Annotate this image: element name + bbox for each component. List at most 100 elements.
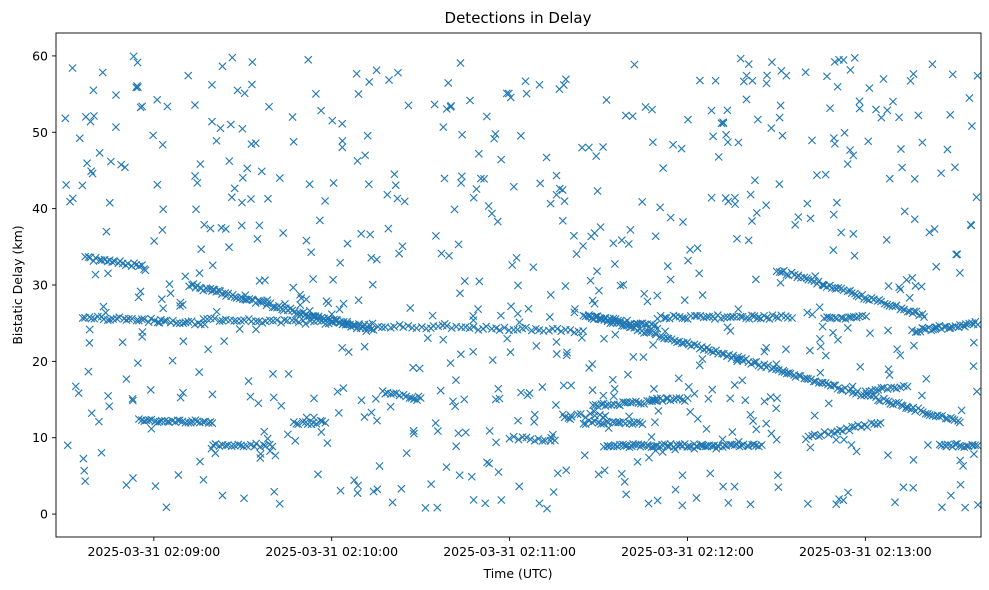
detection-marker [762, 79, 771, 88]
detection-marker [522, 433, 531, 442]
detection-marker [93, 312, 102, 321]
detection-marker [734, 305, 743, 314]
detection-marker [708, 385, 717, 394]
detection-marker [566, 325, 575, 334]
detection-marker [930, 324, 939, 333]
detection-marker [552, 171, 561, 180]
detection-marker [890, 383, 899, 392]
detection-marker [440, 174, 449, 183]
detection-marker [909, 483, 918, 492]
detection-marker [487, 209, 496, 218]
detection-marker [753, 115, 762, 124]
detection-marker [238, 124, 247, 133]
detection-marker [850, 53, 859, 62]
detection-marker [734, 352, 743, 361]
detection-marker [239, 442, 248, 451]
detection-marker [334, 408, 343, 417]
detection-marker [266, 446, 275, 455]
detection-marker [692, 311, 701, 320]
detection-marker [162, 316, 171, 325]
detection-marker [815, 303, 824, 312]
detection-marker [238, 198, 246, 207]
detection-marker [240, 316, 249, 325]
detection-marker [972, 193, 981, 202]
detection-marker [805, 346, 814, 355]
detection-marker [430, 100, 439, 109]
detection-marker [723, 106, 732, 115]
detection-marker [704, 394, 713, 403]
detection-marker [717, 349, 726, 358]
detection-marker [458, 130, 467, 139]
detection-marker [532, 342, 541, 350]
detection-marker [656, 311, 665, 320]
detection-marker [624, 239, 633, 248]
detection-marker [971, 441, 980, 450]
detection-marker [163, 102, 172, 111]
detection-marker [724, 498, 733, 507]
detection-marker [953, 250, 962, 259]
detection-marker [87, 409, 96, 418]
detection-marker [195, 368, 204, 377]
detection-marker [959, 461, 968, 470]
detection-marker [752, 208, 761, 217]
detection-marker [409, 429, 418, 438]
detection-marker [778, 131, 787, 140]
detection-marker [824, 399, 833, 408]
detection-marker [527, 326, 536, 335]
detection-marker [68, 64, 77, 73]
detection-marker [794, 213, 803, 222]
detection-marker [609, 239, 618, 248]
detection-marker [772, 404, 781, 413]
detection-marker [157, 295, 166, 304]
detection-marker [442, 463, 451, 472]
detection-marker [457, 172, 466, 181]
detection-marker [586, 409, 595, 418]
detection-marker [837, 313, 846, 322]
detection-marker [460, 277, 469, 286]
detection-marker [551, 400, 560, 409]
detection-marker [882, 235, 891, 244]
detection-marker [666, 213, 675, 222]
detection-marker [230, 292, 239, 301]
detection-marker [482, 322, 491, 331]
detection-marker [284, 369, 293, 378]
detection-marker [354, 296, 363, 305]
detection-marker [644, 499, 653, 508]
detection-marker [600, 334, 608, 343]
detection-marker [493, 217, 502, 226]
detection-marker [404, 321, 413, 330]
detection-marker [695, 76, 704, 85]
detection-marker [178, 388, 187, 397]
detection-marker [338, 136, 347, 145]
detection-marker [579, 419, 588, 428]
detection-marker [684, 382, 693, 391]
detection-marker [365, 77, 374, 86]
detection-marker [775, 113, 784, 122]
detection-marker [630, 60, 639, 69]
detection-marker [367, 408, 376, 417]
detection-marker [723, 323, 732, 332]
detection-marker [638, 420, 647, 429]
detection-marker [674, 374, 683, 383]
detection-marker [633, 417, 642, 426]
detection-marker [327, 310, 336, 319]
detection-marker [752, 425, 761, 434]
detection-marker [118, 338, 127, 347]
detection-marker [943, 145, 952, 154]
detection-marker [338, 119, 347, 128]
detection-marker [179, 337, 188, 346]
detection-marker [746, 190, 755, 199]
detection-marker [253, 234, 262, 243]
detection-marker [683, 115, 692, 124]
detection-marker [954, 323, 963, 332]
detection-marker [961, 503, 970, 512]
detection-marker [782, 369, 791, 378]
detection-marker [940, 322, 949, 331]
detection-marker [776, 101, 785, 110]
detection-marker [321, 319, 330, 328]
detection-marker [309, 413, 318, 422]
detection-marker [74, 389, 83, 398]
detection-marker [138, 327, 147, 336]
detection-marker [174, 470, 183, 479]
detection-marker [599, 391, 608, 400]
